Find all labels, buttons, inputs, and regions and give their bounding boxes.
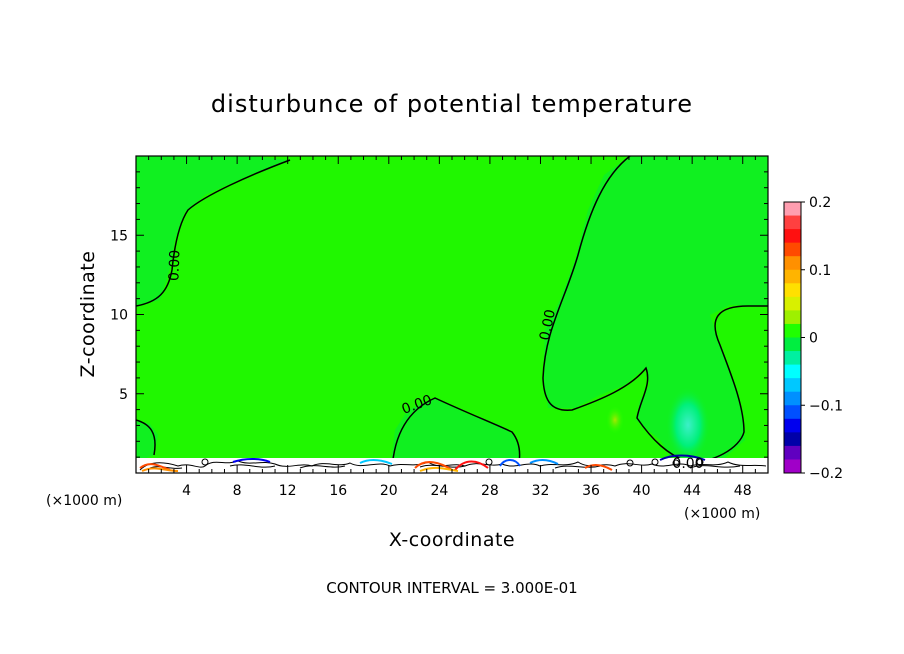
colorbar-swatch — [784, 391, 801, 406]
x-tick-label: 20 — [380, 483, 398, 499]
colorbar-tick-label: −0.1 — [809, 398, 843, 414]
colorbar-swatch — [784, 364, 801, 379]
contour-label: 0.00 — [537, 308, 559, 342]
colorbar-swatch — [784, 215, 801, 230]
contour-line-edge — [136, 419, 156, 456]
colorbar-swatch — [784, 296, 801, 311]
contour-label: 0.00 — [166, 250, 183, 282]
colorbar-swatch — [784, 378, 801, 393]
cool-anomaly — [666, 387, 710, 463]
warm-anomaly — [606, 406, 624, 434]
colorbar-swatch — [784, 269, 801, 284]
colorbar-tick-label: −0.2 — [809, 466, 843, 482]
colorbar-swatch — [784, 418, 801, 433]
colorbar-swatch — [784, 432, 801, 447]
x-tick-label: 36 — [582, 483, 600, 499]
y-tick-label: 5 — [119, 387, 128, 403]
colorbar-tick-label: 0.2 — [809, 195, 831, 211]
colorbar-swatch — [784, 310, 801, 325]
contour-field: 0.00 0.00 0.00 0.00 — [136, 156, 768, 473]
colorbar-swatch — [784, 405, 801, 420]
y-axis-title: Z-coordinate — [77, 251, 99, 378]
x-tick-label: 40 — [633, 483, 651, 499]
colorbar-tick-label: 0.1 — [809, 263, 831, 279]
x-tick-label: 32 — [532, 483, 550, 499]
x-tick-label: 48 — [734, 483, 752, 499]
region-slightly-negative-mid — [390, 398, 522, 470]
y-tick-label: 10 — [110, 308, 128, 324]
contour-lines — [136, 156, 768, 471]
surface-layer — [136, 454, 768, 473]
colorbar-frame — [783, 201, 802, 474]
x-tick-label: 12 — [279, 483, 297, 499]
x-axis-title: X-coordinate — [389, 529, 515, 551]
x-tick-label: 24 — [430, 483, 448, 499]
contour-line-right — [542, 156, 768, 463]
x-tick-label: 4 — [182, 483, 191, 499]
colorbar-swatch — [784, 445, 801, 460]
colorbar-swatch — [784, 202, 801, 217]
colorbar-swatch — [784, 459, 801, 474]
contour-line-left — [136, 159, 291, 307]
contour-line-mid — [391, 397, 521, 471]
y-axis: 5 10 15 — [110, 171, 768, 458]
x-unit-right: (×1000 m) — [684, 506, 760, 522]
colorbar-swatch — [784, 229, 801, 244]
contour-interval-note: CONTOUR INTERVAL = 3.000E-01 — [326, 579, 577, 597]
region-slightly-negative-edge — [136, 420, 158, 462]
colorbar-swatch — [784, 351, 801, 366]
x-axis: 4 8 12 16 20 24 28 32 36 40 44 48 — [148, 156, 756, 499]
colorbar-swatch — [784, 323, 801, 338]
chart-title: disturbunce of potential temperature — [211, 90, 693, 118]
x-unit-left: (×1000 m) — [46, 493, 122, 509]
colorbar-swatch — [784, 337, 801, 352]
contour-label: 0.00 — [672, 456, 703, 472]
x-tick-label: 16 — [329, 483, 347, 499]
colorbar: 0.2 0.1 0 −0.1 −0.2 — [784, 195, 843, 482]
region-slightly-negative-right — [543, 156, 768, 462]
x-tick-label: 8 — [233, 483, 242, 499]
region-slightly-negative-left — [136, 156, 290, 306]
y-tick-label: 15 — [110, 228, 128, 244]
x-tick-label: 28 — [481, 483, 499, 499]
colorbar-swatch — [784, 242, 801, 257]
x-tick-label: 44 — [683, 483, 701, 499]
colorbar-swatch — [784, 283, 801, 298]
colorbar-swatch — [784, 256, 801, 271]
colorbar-tick-label: 0 — [809, 331, 818, 347]
